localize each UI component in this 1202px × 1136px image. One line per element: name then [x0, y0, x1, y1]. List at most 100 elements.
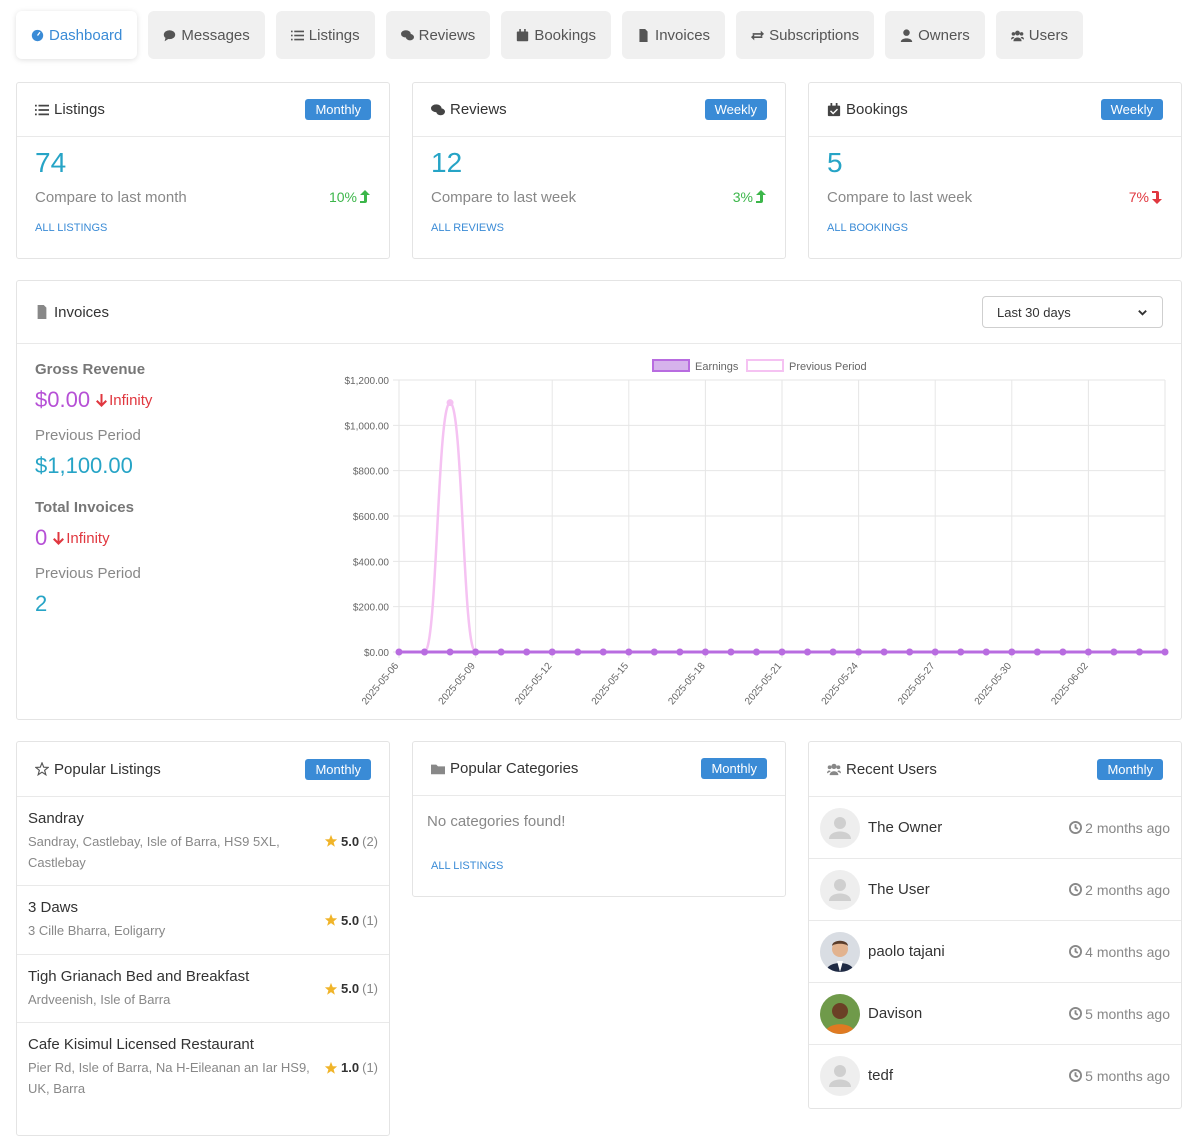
default-avatar-icon	[829, 816, 851, 839]
card-header: Listings Monthly	[17, 83, 389, 137]
y-tick-label: $1,000.00	[345, 421, 390, 432]
data-point	[472, 648, 480, 656]
card-title-text: Listings	[54, 101, 105, 118]
user-icon	[900, 28, 913, 42]
user-row[interactable]: The Owner 2 months ago	[809, 796, 1181, 858]
user-row[interactable]: paolo tajani 4 months ago	[809, 920, 1181, 982]
star-icon	[324, 913, 338, 926]
data-point	[676, 648, 684, 656]
avatar	[820, 931, 860, 972]
all-listings-link[interactable]: ALL LISTINGS	[431, 860, 504, 872]
stat-row: Compare to last month 10%	[35, 184, 371, 210]
user-time: 2 months ago	[1069, 882, 1170, 898]
x-tick-label: 2025-05-15	[590, 661, 632, 708]
stat-pct: 3%	[733, 189, 767, 205]
x-tick-label: 2025-05-21	[743, 661, 785, 708]
data-point	[1161, 648, 1169, 656]
x-tick-label: 2025-06-02	[1049, 661, 1091, 708]
chat-icon	[164, 29, 176, 41]
all-reviews-link[interactable]: ALL REVIEWS	[431, 222, 504, 234]
user-identity: The Owner	[820, 807, 942, 848]
stat-value: 74	[35, 147, 67, 178]
gross-revenue-label: Gross Revenue	[35, 361, 146, 378]
default-avatar-icon	[829, 1064, 851, 1087]
listing-item[interactable]: Tigh Grianach Bed and Breakfast Ardveeni…	[17, 954, 389, 1022]
nav-users[interactable]: Users	[995, 11, 1083, 59]
y-tick-label: $1,200.00	[345, 376, 390, 387]
user-name: Davison	[868, 1005, 923, 1022]
card-title-text: Reviews	[450, 101, 507, 118]
data-point	[957, 648, 965, 656]
period-badge[interactable]: Monthly	[701, 758, 767, 779]
user-name: The User	[868, 881, 930, 898]
user-identity: The User	[820, 869, 930, 910]
stat-value: 12	[431, 147, 463, 178]
user-time: 5 months ago	[1069, 1006, 1170, 1022]
user-row[interactable]: Davison 5 months ago	[809, 982, 1181, 1044]
user-name: tedf	[868, 1067, 894, 1084]
legend-label-earnings: Earnings	[695, 361, 739, 373]
card-title-text: Bookings	[846, 101, 908, 118]
dashboard-icon	[31, 29, 44, 41]
stat-compare: Compare to last month	[35, 188, 187, 206]
listing-rating: 5.0 (1)	[314, 913, 378, 928]
time-text: 5 months ago	[1085, 1005, 1170, 1022]
card-header: Invoices Last 30 days	[17, 281, 1181, 344]
nav-messages[interactable]: Messages	[148, 11, 265, 59]
clock-icon	[1069, 945, 1083, 958]
total-invoices-row: 0 Infinity	[35, 521, 295, 555]
change-value: Infinity	[109, 391, 153, 409]
period-badge[interactable]: Monthly	[305, 758, 371, 780]
list-icon	[290, 30, 304, 40]
card-header: Popular Categories Monthly	[413, 742, 785, 796]
all-bookings-link[interactable]: ALL BOOKINGS	[827, 222, 908, 234]
listing-address: Sandray, Castlebay, Isle of Barra, HS9 5…	[28, 833, 280, 870]
nav-bookings[interactable]: Bookings	[501, 11, 612, 59]
data-point	[855, 648, 863, 656]
listing-item[interactable]: 3 Daws 3 Cille Bharra, Eoligarry 5.0 (1)	[17, 885, 389, 954]
listing-info: 3 Daws 3 Cille Bharra, Eoligarry	[28, 899, 165, 941]
rating-count: (1)	[362, 912, 378, 928]
period-badge[interactable]: Monthly	[305, 99, 371, 120]
stat-pct-value: 3%	[732, 189, 753, 205]
x-tick-label: 2025-05-24	[820, 661, 862, 708]
arrow-down-icon	[53, 531, 65, 545]
nav-label: Subscriptions	[769, 26, 860, 44]
stat-pct: 10%	[329, 189, 371, 205]
user-row[interactable]: tedf 5 months ago	[809, 1044, 1181, 1106]
user-name: paolo tajani	[868, 943, 945, 960]
nav-label: Users	[1028, 26, 1068, 44]
all-listings-link[interactable]: ALL LISTINGS	[35, 222, 108, 234]
nav-dashboard[interactable]: Dashboard	[16, 11, 138, 59]
card-title: Listings	[35, 101, 105, 118]
data-point	[395, 648, 403, 656]
nav-listings[interactable]: Listings	[275, 11, 375, 59]
period-badge[interactable]: Weekly	[1100, 99, 1163, 120]
nav-label: Listings	[308, 26, 360, 44]
x-tick-label: 2025-05-09	[437, 661, 479, 708]
users-icon	[827, 763, 841, 776]
nav-owners[interactable]: Owners	[885, 11, 985, 59]
clock-icon	[1069, 1069, 1083, 1082]
stat-pct: 7%	[1129, 189, 1163, 205]
data-point	[982, 648, 990, 656]
nav-invoices[interactable]: Invoices	[622, 11, 726, 59]
rating-value: 1.0	[341, 1060, 360, 1075]
invoice-summary: Gross Revenue $0.00 Infinity Previous Pe…	[35, 361, 295, 621]
period-badge[interactable]: Monthly	[1097, 758, 1163, 780]
listing-item[interactable]: Cafe Kisimul Licensed Restaurant Pier Rd…	[17, 1022, 389, 1112]
user-row[interactable]: The User 2 months ago	[809, 858, 1181, 920]
data-point	[1135, 648, 1143, 656]
change-value: Infinity	[66, 529, 110, 547]
period-badge[interactable]: Weekly	[704, 99, 767, 120]
invoice-chart: $0.00 $200.00 $400.00 $600.00 $800.00 $1,000.…	[345, 359, 1169, 708]
nav-subscriptions[interactable]: Subscriptions	[736, 11, 875, 59]
date-range-select[interactable]: Last 30 days	[982, 296, 1163, 328]
top-nav: Dashboard Messages Listings Reviews Book…	[16, 11, 1083, 59]
nav-reviews[interactable]: Reviews	[385, 11, 491, 59]
star-outline-icon	[35, 762, 49, 776]
listing-item[interactable]: Sandray Sandray, Castlebay, Isle of Barr…	[17, 796, 389, 885]
user-time: 4 months ago	[1069, 944, 1170, 960]
x-tick-label: 2025-05-18	[666, 661, 708, 708]
recent-users-card: Recent Users Monthly The Owner 2 months …	[808, 741, 1182, 1109]
